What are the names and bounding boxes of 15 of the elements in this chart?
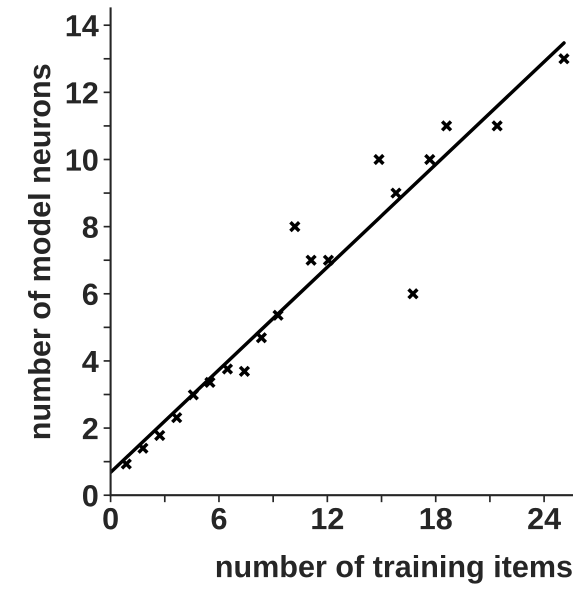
y-tick-label: 4 — [82, 350, 99, 372]
x-tick-label: 0 — [103, 508, 118, 530]
y-tick-label: 10 — [66, 149, 98, 171]
y-axis-title: number of model neurons — [28, 64, 50, 438]
x-axis-title: number of training items — [216, 554, 572, 584]
y-tick-label: 6 — [82, 284, 98, 306]
y-tick-label: 2 — [82, 418, 98, 440]
x-tick-label: 24 — [528, 508, 561, 530]
y-tick-label: 0 — [83, 484, 98, 507]
y-tick-label: 12 — [66, 82, 98, 104]
y-tick-label: 8 — [82, 216, 98, 238]
y-tick-label: 14 — [66, 15, 99, 36]
x-tick-label: 6 — [212, 508, 226, 530]
x-tick-label: 18 — [420, 508, 452, 530]
x-tick-label: 12 — [312, 508, 344, 530]
